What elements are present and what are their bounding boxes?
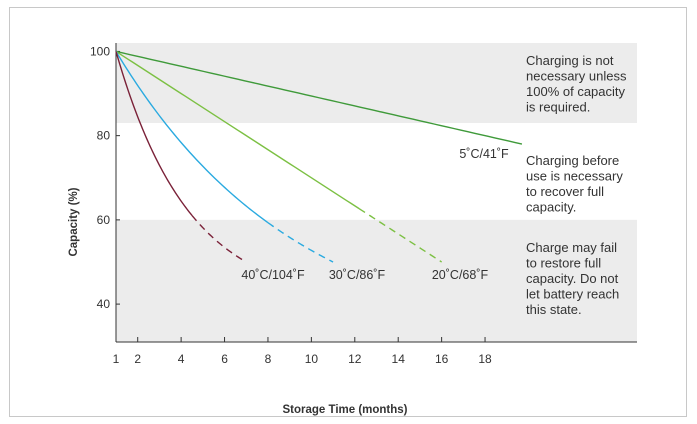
zone-3-text-line: Charge may fail — [526, 240, 617, 255]
x-tick-label: 2 — [134, 352, 141, 366]
zone-3-text-line: capacity. Do not — [526, 271, 619, 286]
x-tick-label: 16 — [435, 352, 449, 366]
series-4-solid-line — [115, 51, 193, 216]
series-lines — [115, 50, 523, 263]
zone-1-text-line: 100% of capacity — [526, 84, 626, 99]
series-3-label: 30˚C/86˚F — [329, 268, 386, 282]
zone-3-text-line: to restore full — [526, 256, 601, 271]
x-tick-label: 6 — [221, 352, 228, 366]
y-tick-label: 80 — [97, 129, 111, 143]
series-4-dashed-line — [191, 214, 247, 263]
series-3-solid-line — [115, 51, 269, 224]
series-4-label: 40˚C/104˚F — [241, 268, 305, 282]
axes — [115, 43, 637, 343]
y-tick-label: 60 — [97, 213, 111, 227]
zone-1-text-line: necessary unless — [526, 69, 627, 84]
zone-2-text-line: to recover full — [526, 184, 604, 199]
series-1-solid-line — [115, 50, 523, 145]
x-tick-label: 10 — [305, 352, 319, 366]
zone-band-1 — [116, 43, 637, 124]
zone-2-text-line: capacity. — [526, 200, 576, 215]
y-tick-label: 40 — [97, 297, 111, 311]
x-tick-label: 18 — [478, 352, 492, 366]
series-2-label: 20˚C/68˚F — [432, 268, 489, 282]
zone-3-text-line: let battery reach — [526, 287, 619, 302]
zone-1-text-line: Charging is not — [526, 53, 614, 68]
zone-3-text-line: this state. — [526, 302, 582, 317]
zone-band-3 — [116, 219, 637, 342]
zone-2-text-line: use is necessary — [526, 169, 623, 184]
series-2-solid-line — [115, 50, 360, 210]
x-tick-label: 4 — [178, 352, 185, 366]
zone-band-2 — [116, 123, 637, 220]
zone-1-text-line: is required. — [526, 100, 590, 115]
series-3-dashed-line — [267, 222, 334, 263]
y-tick-label: 100 — [90, 44, 110, 58]
x-tick-label: 12 — [348, 352, 362, 366]
x-tick-label: 8 — [265, 352, 272, 366]
x-tick-label: 1 — [113, 352, 120, 366]
x-tick-label: 14 — [392, 352, 406, 366]
x-axis-title: Storage Time (months) — [282, 404, 407, 416]
series-1-label: 5˚C/41˚F — [459, 147, 509, 161]
series-2-dashed-line — [358, 208, 443, 263]
zone-2-text-line: Charging before — [526, 153, 619, 168]
y-axis-title: Capacity (%) — [68, 187, 80, 256]
zone-bands — [116, 43, 637, 342]
